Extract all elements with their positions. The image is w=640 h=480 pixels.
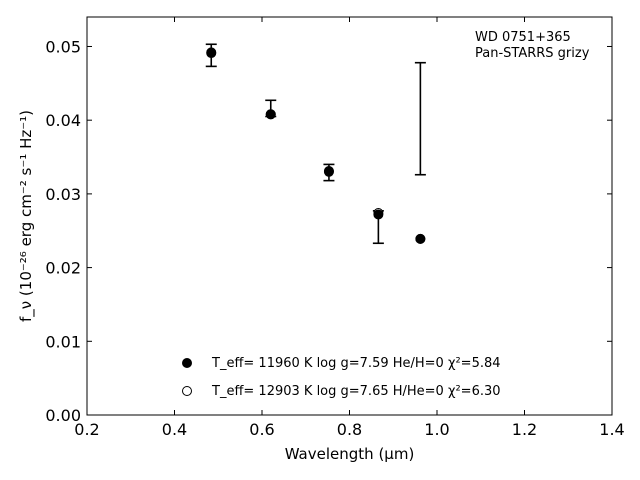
error-bar (414, 61, 426, 176)
legend-marker-filled (182, 358, 192, 368)
model-point-filled (206, 47, 217, 58)
x-tick-label: 0.4 (162, 420, 187, 439)
legend: T_eff= 11960 K log g=7.59 He/H=0 χ²=5.84… (182, 356, 501, 399)
object-annotation: WD 0751+365 Pan-STARRS grizy (475, 30, 590, 61)
error-bars (205, 43, 426, 245)
annotation-line-2: Pan-STARRS grizy (475, 46, 590, 61)
model-point-filled (323, 166, 334, 177)
x-tick-label: 0.6 (249, 420, 274, 439)
y-axis-label: f_ν (10⁻²⁶ erg cm⁻² s⁻¹ Hz⁻¹) (17, 110, 36, 322)
legend-entry-2: T_eff= 12903 K log g=7.65 H/He=0 χ²=6.30 (211, 384, 501, 399)
model-point-filled (373, 209, 384, 220)
legend-entry-1: T_eff= 11960 K log g=7.59 He/H=0 χ²=5.84 (211, 356, 501, 371)
x-axis-label: Wavelength (μm) (285, 445, 415, 463)
legend-marker-open (182, 386, 192, 396)
y-tick-label: 0.04 (45, 111, 81, 130)
x-tick-label: 1.4 (599, 420, 624, 439)
annotation-line-1: WD 0751+365 (475, 30, 571, 45)
y-tick-label: 0.01 (45, 332, 81, 351)
data-points (206, 47, 426, 244)
y-tick-label: 0.02 (45, 259, 81, 278)
model-point-filled (265, 109, 276, 120)
y-tick-label: 0.05 (45, 37, 81, 56)
x-tick-label: 1.2 (512, 420, 537, 439)
y-tick-label: 0.03 (45, 185, 81, 204)
axis-ticks: 0.2 0.4 0.6 0.8 1.0 1.2 1.4 0.00 0.01 0.02 0.03 0.0… (45, 17, 625, 439)
x-tick-label: 0.8 (337, 420, 362, 439)
x-tick-label: 0.2 (74, 420, 99, 439)
y-tick-label: 0.00 (45, 406, 81, 425)
x-tick-label: 1.0 (424, 420, 449, 439)
model-point-filled (415, 233, 426, 244)
